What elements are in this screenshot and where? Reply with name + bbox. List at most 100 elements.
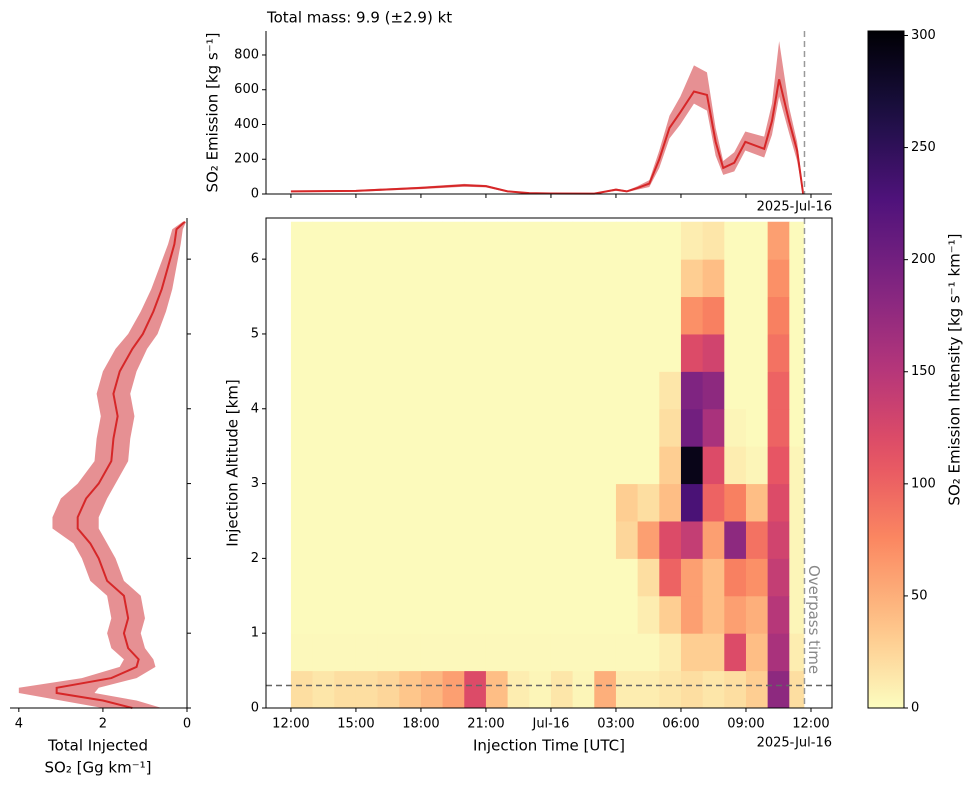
heatmap-cell [637,520,660,559]
axes-frame [265,217,833,709]
heatmap-cell [789,446,805,485]
heatmap-cell [789,558,805,597]
heatmap-cell [485,595,509,634]
heatmap-cell [572,633,595,672]
x-tick-label: 21:00 [467,717,504,732]
heatmap-cell [594,221,617,260]
heatmap-cell [680,595,704,634]
heatmap-cell [702,221,725,260]
heatmap-cell [464,296,487,335]
heatmap-cell [312,408,335,447]
heatmap-cell [290,633,314,672]
colorbar-tick-label: 300 [911,28,936,43]
heatmap-cell [680,296,704,335]
heatmap-cell [550,259,574,298]
heatmap-cell [745,595,769,634]
heatmap-cell [290,446,314,485]
colorbar [867,30,905,709]
heatmap-cell [637,595,660,634]
heatmap-cell [724,595,747,634]
heatmap-cell [594,296,617,335]
heatmap-cell [312,333,335,372]
heatmap-cell [767,333,790,372]
heatmap-cell [702,259,725,298]
heatmap-cell [312,558,335,597]
axes-spines [265,31,832,195]
heatmap-cell [789,520,805,559]
heatmap-cell [529,408,552,447]
heatmap-cell [399,558,422,597]
heatmap-cell [637,483,660,522]
heatmap-cell [290,371,314,410]
heatmap-cell [789,595,805,634]
heatmap-cell [702,371,725,410]
heatmap-cell [290,408,314,447]
y-tick-label: 800 [234,47,259,62]
heatmap-cell [724,371,747,410]
date-label: 2025-Jul-16 [757,200,832,215]
heatmap-cell [420,371,444,410]
heatmap-cell [745,333,769,372]
heatmap-cell [334,446,357,485]
heatmap-cell [312,670,335,709]
heatmap-cell [355,371,379,410]
heatmap-cell [659,296,682,335]
heatmap-cell [637,259,660,298]
heatmap-cell [377,520,400,559]
heatmap-cell [594,333,617,372]
heatmap-cell [680,371,704,410]
heatmap-cell [334,371,357,410]
heatmap-cell [637,371,660,410]
heatmap-cell [399,221,422,260]
colorbar-label: SO₂ Emission Intensity [kg s⁻¹ km⁻¹] [946,233,964,505]
heatmap-cell [312,371,335,410]
heatmap-cell [290,520,314,559]
heatmap-cell [464,446,487,485]
heatmap-cell [680,520,704,559]
heatmap-cell [377,446,400,485]
heatmap-cell [464,670,487,709]
heatmap-cell [724,446,747,485]
heatmap-cell [312,446,335,485]
heatmap-cell [355,558,379,597]
heatmap-cell [442,483,465,522]
heatmap-cell [529,446,552,485]
heatmap-cell [442,558,465,597]
heatmap-cell [615,371,639,410]
heatmap-cell [312,259,335,298]
heatmap-cell [485,259,509,298]
heatmap-cell [507,333,530,372]
heatmap-cell [355,633,379,672]
heatmap-cell [550,296,574,335]
heatmap-cell [745,633,769,672]
heatmap-cell [377,670,400,709]
heatmap-cell [767,670,790,709]
heatmap-cell [615,483,639,522]
heatmap-cell [550,670,574,709]
heatmap-cell [399,408,422,447]
heatmap-cell [355,483,379,522]
heatmap-cell [659,670,682,709]
heatmap-cell [572,595,595,634]
heatmap-cell [420,333,444,372]
heatmap-cell [550,558,574,597]
heatmap-cell [550,633,574,672]
heatmap-cell [594,371,617,410]
heatmap-cell [767,520,790,559]
heatmap-cell [399,483,422,522]
heatmap-cell [334,670,357,709]
x-axis-label: Total Injected [47,737,148,755]
heatmap-cell [464,371,487,410]
heatmap-cell [442,259,465,298]
heatmap-cell [702,483,725,522]
colorbar-tick-label: 50 [911,588,928,603]
heatmap-cell [420,296,444,335]
heatmap-cell [572,446,595,485]
heatmap-cell [485,633,509,672]
heatmap-cell [442,670,465,709]
heatmap-cell [312,483,335,522]
heatmap-cell [680,408,704,447]
heatmap-cell [464,483,487,522]
heatmap-cell [377,259,400,298]
heatmap-cell [529,333,552,372]
